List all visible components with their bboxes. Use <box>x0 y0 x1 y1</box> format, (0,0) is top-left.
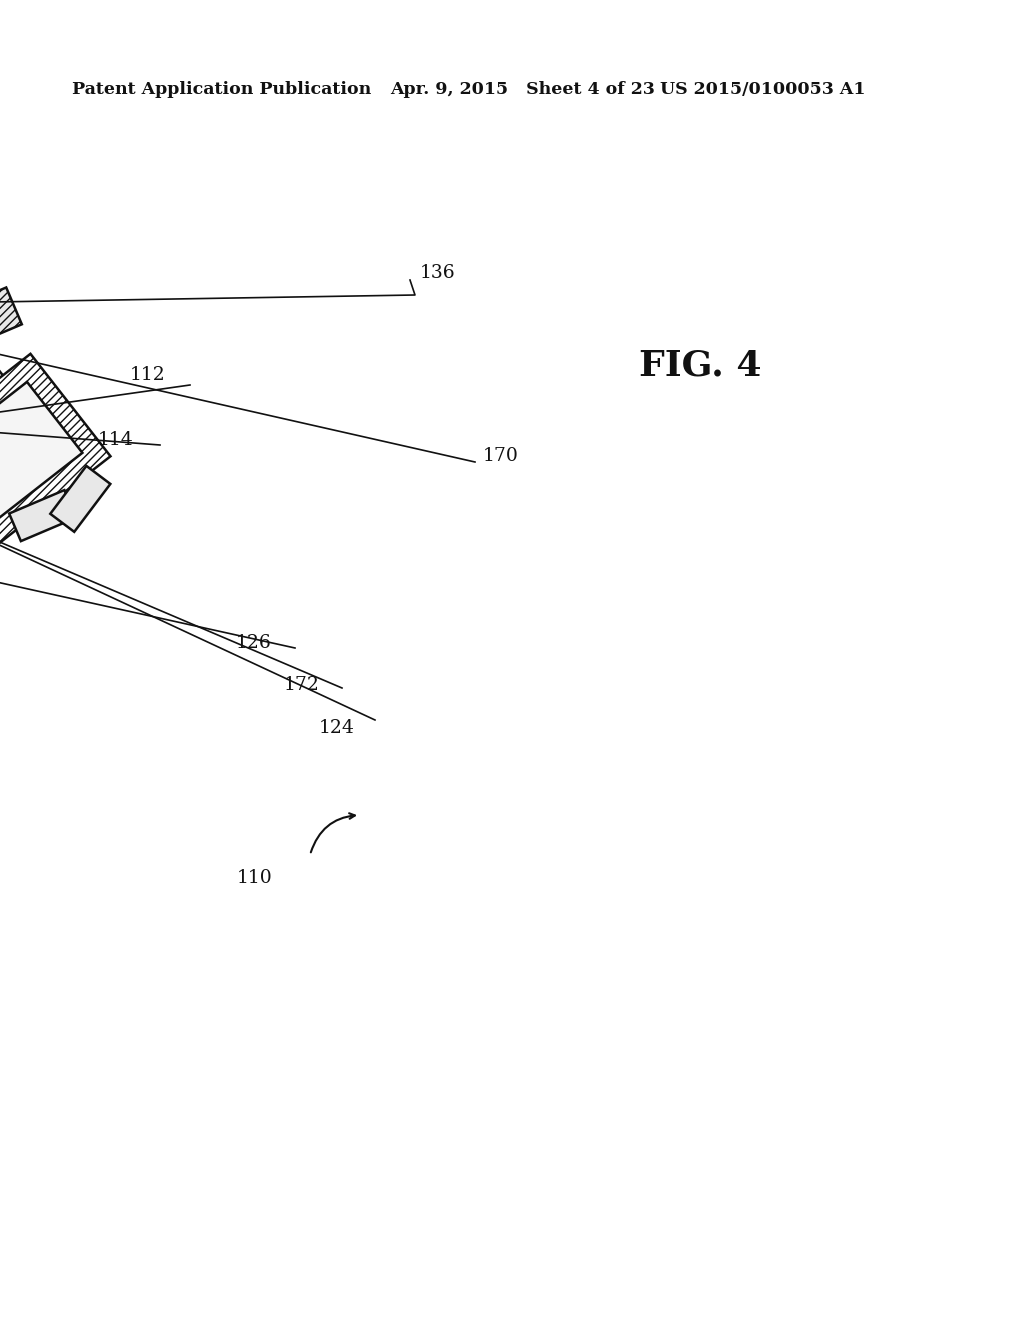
Polygon shape <box>9 490 76 541</box>
Text: 172: 172 <box>284 676 319 694</box>
Text: US 2015/0100053 A1: US 2015/0100053 A1 <box>660 82 865 99</box>
Polygon shape <box>0 360 103 548</box>
Text: 126: 126 <box>237 634 272 652</box>
Text: 136: 136 <box>420 264 456 282</box>
Text: 170: 170 <box>483 447 519 465</box>
Text: 114: 114 <box>97 432 133 449</box>
Polygon shape <box>0 381 82 527</box>
Polygon shape <box>0 288 22 346</box>
Polygon shape <box>0 310 3 399</box>
Text: Patent Application Publication: Patent Application Publication <box>72 82 372 99</box>
Polygon shape <box>0 354 111 554</box>
Text: Apr. 9, 2015   Sheet 4 of 23: Apr. 9, 2015 Sheet 4 of 23 <box>390 82 655 99</box>
Text: 112: 112 <box>129 366 165 384</box>
Polygon shape <box>0 220 6 403</box>
Polygon shape <box>0 313 34 492</box>
Text: 110: 110 <box>238 869 272 887</box>
Text: 124: 124 <box>319 719 355 737</box>
Polygon shape <box>0 220 6 403</box>
Text: FIG. 4: FIG. 4 <box>639 348 761 381</box>
Polygon shape <box>50 466 111 532</box>
